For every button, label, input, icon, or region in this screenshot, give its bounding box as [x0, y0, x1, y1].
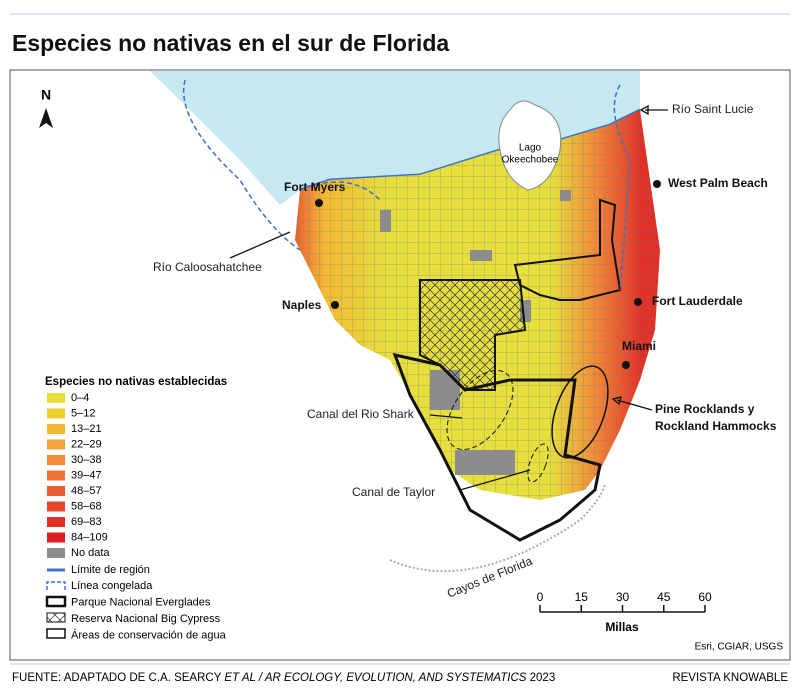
frozen-line — [183, 79, 631, 291]
source-part: ET AL / AR ECOLOGY, EVOLUTION, AND SYSTE… — [224, 672, 526, 684]
legend-title: Especies no nativas establecidas — [45, 376, 227, 388]
map-label: Pine Rocklands y — [655, 402, 755, 416]
legend-swatch — [47, 424, 65, 434]
legend-label: Límite de región — [71, 564, 150, 576]
scale-unit: Millas — [605, 620, 639, 634]
keys — [389, 484, 606, 573]
city-dots — [315, 180, 661, 369]
legend-label: 13–21 — [71, 423, 102, 435]
scale-tick-label: 15 — [575, 590, 589, 604]
scale-tick-label: 0 — [537, 590, 544, 604]
legend-swatch — [47, 470, 65, 481]
legend-swatch — [47, 439, 65, 450]
legend-label: 48–57 — [71, 485, 102, 497]
city-label: Fort Lauderdale — [652, 294, 743, 308]
legend-swatch — [47, 393, 65, 403]
city-label: Miami — [622, 339, 656, 353]
legend-label: 84–109 — [71, 531, 108, 543]
big-cypress — [419, 279, 527, 391]
legend-swatch — [47, 408, 65, 419]
map-label: Okeechobee — [502, 155, 559, 166]
city-label: Naples — [282, 298, 322, 312]
legend-label: 39–47 — [71, 469, 102, 481]
scale-tick-label: 30 — [616, 590, 630, 604]
legend-swatch — [47, 548, 65, 558]
title: Especies no nativas en el sur de Florida — [12, 30, 449, 56]
legend-label: Parque Nacional Everglades — [71, 596, 211, 608]
legend-label: Línea congelada — [71, 580, 153, 592]
legend-swatch — [47, 532, 65, 543]
legend-label: 69–83 — [71, 516, 102, 528]
scale-bar: 0 15 30 45 60 — [537, 590, 712, 613]
canal-rio-shark-outline — [446, 369, 514, 451]
legend-label: Áreas de conservación de agua — [71, 628, 227, 641]
city-label: Fort Myers — [284, 180, 346, 194]
map-label: Rockland Hammocks — [655, 419, 777, 433]
legend-label: 30–38 — [71, 454, 102, 466]
attribution: Esri, CGIAR, USGS — [695, 642, 784, 653]
legend-label: 58–68 — [71, 500, 102, 512]
legend: 0–4 5–12 13–21 22–29 30–38 39–47 48–57 58–68 69–… — [47, 392, 227, 641]
scale-tick-label: 60 — [698, 590, 712, 604]
legend-label: 5–12 — [71, 407, 95, 419]
source: FUENTE: ADAPTADO DE C.A. SEARCY ET AL / … — [12, 672, 555, 684]
pine-rocklands-outline — [551, 365, 609, 459]
canal-taylor-outline — [527, 443, 549, 483]
legend-swatch — [47, 455, 65, 465]
compass-arrow — [39, 108, 53, 128]
credit: REVISTA KNOWABLE — [672, 672, 788, 684]
scale-tick-label: 45 — [657, 590, 671, 604]
source-part: 2023 — [526, 672, 555, 684]
map-label: Lago — [519, 143, 542, 154]
compass-letter: N — [41, 87, 51, 103]
legend-swatch — [47, 501, 65, 512]
map-label: Canal del Rio Shark — [307, 407, 415, 421]
map-label: Río Saint Lucie — [672, 102, 754, 116]
legend-label: 0–4 — [71, 392, 89, 404]
everglades-park — [392, 352, 602, 542]
legend-swatch — [47, 486, 65, 496]
legend-label: No data — [71, 547, 110, 559]
lake — [498, 100, 562, 191]
map-label: Río Caloosahatchee — [153, 260, 262, 274]
legend-label: Reserva Nacional Big Cypress — [71, 613, 221, 625]
source-part: FUENTE: ADAPTADO DE C.A. SEARCY — [12, 672, 224, 684]
city-label: West Palm Beach — [668, 176, 768, 190]
leader-lines — [229, 104, 668, 491]
legend-label: 22–29 — [71, 438, 102, 450]
map-label: Canal de Taylor — [352, 485, 435, 499]
legend-symbols — [45, 568, 67, 639]
legend-swatch — [47, 517, 65, 527]
